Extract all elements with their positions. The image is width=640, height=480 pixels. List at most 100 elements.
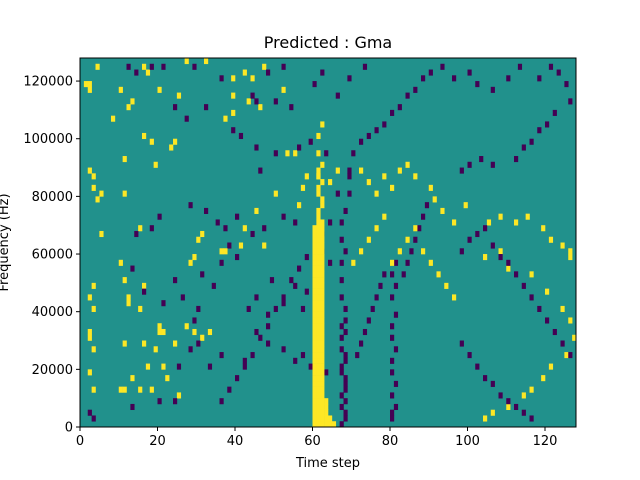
heatmap-cell xyxy=(122,340,127,347)
heatmap-cell xyxy=(393,380,399,387)
heatmap-cell xyxy=(382,271,387,278)
heatmap-cell xyxy=(281,294,286,301)
heatmap-cell xyxy=(91,184,96,191)
heatmap-cell xyxy=(347,173,352,180)
heatmap-cell xyxy=(552,328,557,336)
heatmap-cell xyxy=(324,415,329,422)
heatmap-cell xyxy=(413,86,418,93)
heatmap-cell xyxy=(393,311,399,318)
heatmap-cell xyxy=(173,398,178,405)
heatmap-cell xyxy=(560,242,565,249)
heatmap-cell xyxy=(118,86,123,93)
heatmap-cell xyxy=(316,357,321,364)
heatmap-cell xyxy=(529,294,534,301)
heatmap-cell xyxy=(312,230,317,238)
heatmap-cell xyxy=(312,352,317,359)
heatmap-cell xyxy=(308,138,313,145)
heatmap-cell xyxy=(459,248,464,255)
heatmap-cell xyxy=(173,138,178,145)
heatmap-cell xyxy=(281,86,286,93)
heatmap-cell xyxy=(254,328,259,336)
heatmap-cell xyxy=(312,363,317,370)
heatmap-cell xyxy=(320,300,325,307)
heatmap-cell xyxy=(343,328,348,336)
heatmap-cell xyxy=(328,219,333,226)
heatmap-cell xyxy=(463,202,468,209)
heatmap-cell xyxy=(316,173,321,180)
heatmap-cell xyxy=(320,328,325,336)
heatmap-cell xyxy=(529,386,534,393)
heatmap-cell xyxy=(184,58,189,65)
heatmap-cell xyxy=(436,271,441,278)
heatmap-cell xyxy=(347,167,352,174)
heatmap-cell xyxy=(126,104,131,111)
heatmap-cell xyxy=(320,421,325,428)
heatmap-cell xyxy=(312,300,317,307)
heatmap-cell xyxy=(370,305,375,312)
heatmap-cell xyxy=(537,305,542,312)
heatmap-cell xyxy=(161,63,166,70)
heatmap-cell xyxy=(331,421,337,428)
heatmap-cell xyxy=(87,86,92,93)
heatmap-cell xyxy=(142,288,147,295)
heatmap-cell xyxy=(459,340,464,347)
heatmap-cell xyxy=(91,282,96,289)
heatmap-cell xyxy=(316,236,321,243)
heatmap-cell xyxy=(188,202,193,209)
heatmap-cell xyxy=(320,386,325,393)
heatmap-cell xyxy=(293,219,298,226)
heatmap-cell xyxy=(498,248,503,255)
heatmap-cell xyxy=(359,167,364,174)
heatmap-cell xyxy=(300,352,306,359)
heatmap-cell xyxy=(548,63,554,70)
heatmap-cell xyxy=(537,75,542,82)
heatmap-cell xyxy=(390,392,395,399)
heatmap-cell xyxy=(514,271,519,278)
heatmap-cell xyxy=(161,328,166,336)
heatmap-cells xyxy=(83,58,577,428)
heatmap-cell xyxy=(529,415,534,422)
heatmap-cell xyxy=(153,161,158,168)
heatmap-cell xyxy=(138,386,143,393)
heatmap-cell xyxy=(316,242,321,249)
heatmap-cell xyxy=(490,409,495,416)
heatmap-cell xyxy=(161,363,166,370)
heatmap-cell xyxy=(157,213,162,220)
heatmap-cell xyxy=(312,369,317,376)
heatmap-cell xyxy=(242,363,247,370)
heatmap-cell xyxy=(339,323,344,330)
heatmap-cell xyxy=(328,259,333,266)
heatmap-cell xyxy=(312,375,317,382)
heatmap-cell xyxy=(138,305,143,312)
heatmap-cell xyxy=(312,380,317,387)
heatmap-cell xyxy=(529,138,534,145)
heatmap-cell xyxy=(316,375,321,382)
plot-area xyxy=(79,57,577,428)
heatmap-cell xyxy=(95,196,100,203)
heatmap-cell xyxy=(316,328,321,336)
heatmap-cell xyxy=(347,190,352,197)
heatmap-cell xyxy=(343,317,348,324)
heatmap-cell xyxy=(324,398,329,405)
heatmap-cell xyxy=(316,300,321,307)
heatmap-cell xyxy=(231,75,236,82)
heatmap-cell xyxy=(343,248,348,255)
heatmap-cell xyxy=(130,403,135,411)
heatmap-cell xyxy=(142,340,147,347)
heatmap-cell xyxy=(87,167,92,174)
heatmap-cell xyxy=(316,167,321,174)
heatmap-cell xyxy=(486,219,492,226)
heatmap-cell xyxy=(316,386,321,393)
heatmap-cell xyxy=(339,277,344,284)
heatmap-cell xyxy=(304,173,309,180)
heatmap-cell xyxy=(324,150,329,157)
heatmap-cell xyxy=(324,403,329,411)
heatmap-cell xyxy=(483,415,488,422)
heatmap-cell xyxy=(479,156,484,163)
heatmap-cell xyxy=(192,317,197,324)
heatmap-cell xyxy=(262,63,267,70)
heatmap-cell xyxy=(204,104,209,111)
heatmap-cell xyxy=(304,254,309,261)
heatmap-cell xyxy=(366,317,371,324)
